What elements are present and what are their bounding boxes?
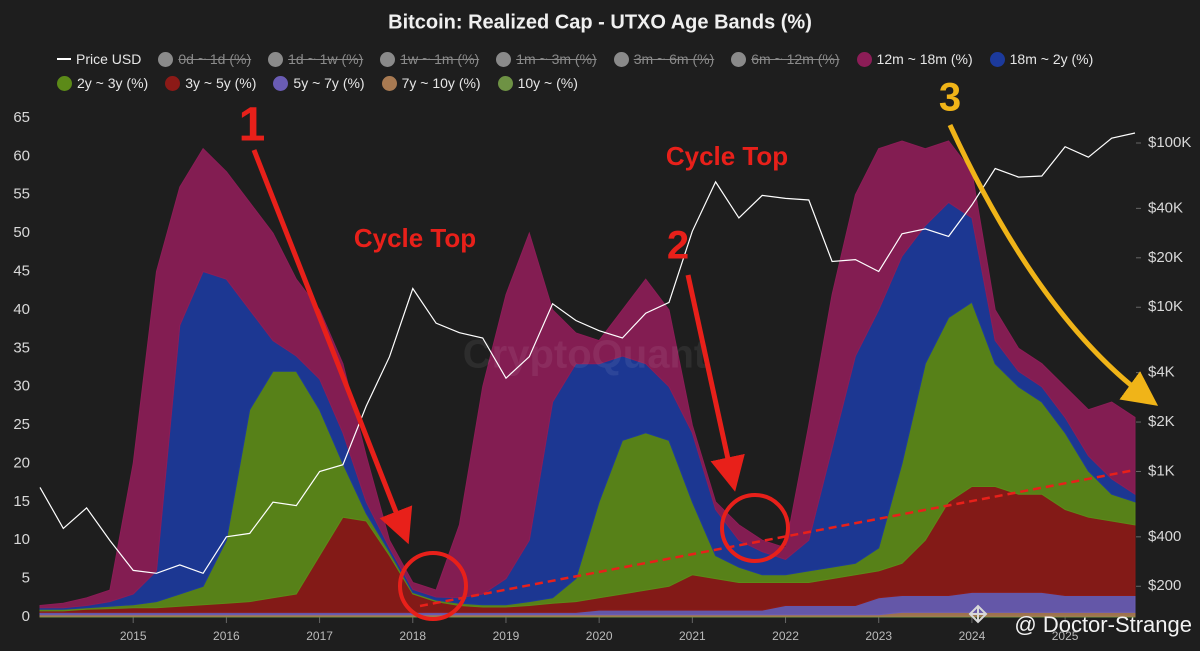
legend-label: 5y ~ 7y (%) (293, 75, 365, 91)
legend-item[interactable]: 10y ~ (%) (497, 74, 578, 92)
legend: Price USD 0d ~ 1d (%) 1d ~ 1w (%) 1w ~ 1m (… (57, 50, 1167, 92)
y-tick-label: 40 (13, 301, 30, 318)
legend-item[interactable]: 1d ~ 1w (%) (268, 50, 363, 68)
legend-item[interactable]: Price USD (57, 50, 141, 68)
annotation: 3 (939, 76, 961, 120)
x-tick-label: 2017 (306, 629, 333, 643)
legend-icon (268, 51, 284, 67)
legend-item[interactable]: 1w ~ 1m (%) (380, 50, 479, 68)
y-tick-label: 0 (22, 608, 30, 625)
x-tick-label: 2019 (493, 629, 520, 643)
y-tick-label: 30 (13, 378, 30, 395)
chart-title: Bitcoin: Realized Cap - UTXO Age Bands (… (388, 11, 812, 33)
price-line (39, 132, 1136, 575)
legend-label: 1m ~ 3m (%) (516, 51, 597, 67)
legend-icon (496, 51, 512, 67)
legend-label: 3y ~ 5y (%) (185, 75, 257, 91)
annotation: 2 (667, 224, 689, 268)
x-tick-label: 2015 (120, 629, 147, 643)
arrow (685, 274, 745, 492)
x-tick-label: 2021 (679, 629, 706, 643)
legend-item[interactable]: 5y ~ 7y (%) (273, 74, 365, 92)
legend-icon (497, 75, 513, 91)
arrow (947, 123, 1159, 406)
legend-item[interactable]: 0d ~ 1d (%) (158, 50, 251, 68)
legend-icon (856, 51, 872, 67)
legend-label: 12m ~ 18m (%) (876, 51, 973, 67)
legend-item[interactable]: 3m ~ 6m (%) (613, 50, 715, 68)
y-tick-label: 5 (22, 570, 30, 587)
legend-icon (989, 51, 1005, 67)
watermark: CryptoQuant (463, 333, 707, 377)
y2-tick-label: $4K (1148, 364, 1175, 381)
highlight-circle (720, 493, 790, 563)
legend-item[interactable]: 12m ~ 18m (%) (856, 50, 973, 68)
y2-tick-label: $200 (1148, 577, 1181, 594)
y-tick-label: 25 (13, 416, 30, 433)
legend-label: 1d ~ 1w (%) (288, 51, 364, 67)
legend-item[interactable]: 3y ~ 5y (%) (165, 74, 256, 92)
legend-icon (158, 51, 174, 67)
legend-label: 0d ~ 1d (%) (178, 51, 252, 67)
legend-item[interactable]: 7y ~ 10y (%) (381, 74, 481, 92)
y-tick-label: 10 (13, 531, 30, 548)
legend-label: 2y ~ 3y (%) (77, 75, 149, 91)
legend-icon (165, 75, 181, 91)
y-tick-label: 60 (13, 147, 30, 164)
x-tick-label: 2022 (772, 629, 799, 643)
y2-tick-label: $1K (1148, 462, 1175, 479)
plot-area: 05101520253035404550556065$200$400$1K$2K… (13, 109, 1191, 643)
area (39, 140, 1136, 609)
y-tick-label: 45 (13, 263, 30, 280)
legend-label: 1w ~ 1m (%) (400, 51, 480, 67)
legend-label: Price USD (76, 51, 142, 67)
y-tick-label: 65 (13, 109, 30, 126)
attribution: @ Doctor-Strange (1014, 612, 1192, 637)
legend-label: 3m ~ 6m (%) (633, 51, 715, 67)
x-tick-label: 2024 (959, 629, 986, 643)
annotation: 1 (239, 99, 266, 152)
x-tick-label: 2025 (1052, 629, 1079, 643)
x-tick-label: 2023 (865, 629, 892, 643)
logo (968, 604, 988, 624)
legend-icon (57, 58, 71, 60)
x-tick-label: 2016 (213, 629, 240, 643)
legend-item[interactable]: 2y ~ 3y (%) (57, 74, 148, 92)
y-tick-label: 20 (13, 454, 30, 471)
legend-icon (273, 75, 289, 91)
y2-tick-label: $2K (1148, 413, 1175, 430)
y2-tick-label: $100K (1148, 134, 1191, 151)
legend-item[interactable]: 18m ~ 2y (%) (989, 50, 1094, 68)
y2-tick-label: $40K (1148, 199, 1183, 216)
legend-icon (57, 75, 72, 91)
x-tick-label: 2018 (399, 629, 426, 643)
y2-tick-label: $20K (1148, 249, 1183, 266)
legend-icon (380, 51, 396, 67)
legend-item[interactable]: 1m ~ 3m (%) (496, 50, 597, 68)
y2-tick-label: $400 (1148, 528, 1181, 545)
legend-item[interactable]: 6m ~ 12m (%) (731, 50, 840, 68)
annotation: Cycle Top (666, 141, 788, 171)
legend-label: 18m ~ 2y (%) (1009, 51, 1094, 67)
legend-icon (731, 51, 747, 67)
y-tick-label: 35 (13, 339, 30, 356)
arrow (251, 149, 413, 545)
legend-icon (613, 51, 629, 67)
highlight-circle (398, 551, 468, 621)
legend-label: 10y ~ (%) (517, 75, 578, 91)
legend-icon (381, 75, 397, 91)
legend-label: 6m ~ 12m (%) (751, 51, 840, 67)
overlay: @ Doctor-Strange 1 Cycle Top 2 Cycle Top 3 (239, 76, 1192, 637)
x-tick-label: 2020 (586, 629, 613, 643)
annotation: Cycle Top (354, 223, 476, 253)
legend-label: 7y ~ 10y (%) (401, 75, 481, 91)
y-tick-label: 15 (13, 493, 30, 510)
y-tick-label: 50 (13, 224, 30, 241)
y2-tick-label: $10K (1148, 298, 1183, 315)
y-tick-label: 55 (13, 186, 30, 203)
trend-line (419, 468, 1136, 608)
